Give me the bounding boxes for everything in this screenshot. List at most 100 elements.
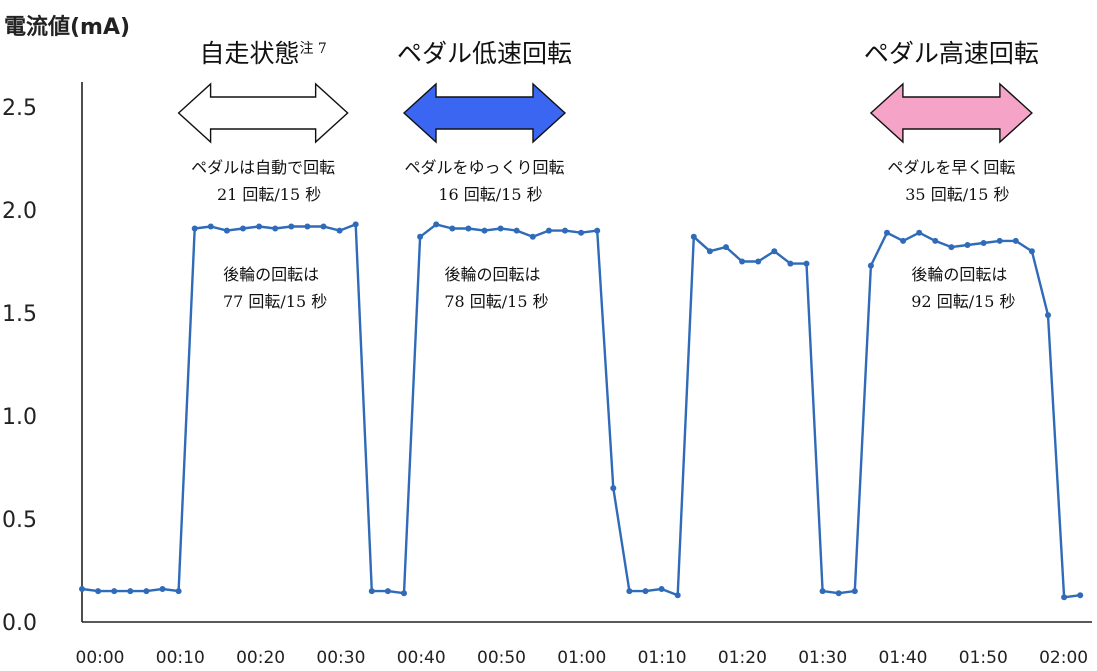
phase-arrow (869, 82, 1033, 144)
phase-note-wheel-rate: 77 回転/15 秒 (223, 292, 327, 311)
x-tick-label: 01:00 (557, 648, 606, 668)
data-point (336, 227, 343, 234)
phase-title-text: 自走状態 (199, 39, 299, 68)
data-point (739, 258, 746, 265)
y-tick-label: 2.0 (2, 199, 37, 224)
x-tick-label: 01:20 (718, 648, 767, 668)
data-point (819, 588, 826, 595)
data-point (626, 588, 633, 595)
data-point (352, 221, 359, 228)
data-point (723, 244, 729, 251)
phase-note-wheel: 後輪の回転は (444, 265, 540, 284)
phase-note-pedal-rate: 21 回転/15 秒 (217, 185, 321, 204)
x-tick-label: 00:10 (156, 648, 205, 668)
phase-title-note-ref: 注 7 (299, 41, 326, 57)
data-point (288, 223, 295, 230)
data-point (368, 588, 375, 595)
data-point (256, 223, 263, 230)
phase-note-wheel-rate: 92 回転/15 秒 (911, 292, 1015, 311)
data-point (1077, 592, 1084, 599)
data-point (240, 225, 246, 232)
data-point (771, 248, 778, 255)
data-point (143, 588, 150, 595)
data-point (481, 227, 488, 234)
y-tick-label: 0.5 (2, 508, 37, 533)
data-point (497, 225, 504, 232)
data-point (1028, 248, 1035, 255)
data-point (417, 233, 424, 240)
phase-note-pedal: ペダルは自動で回転 (191, 158, 335, 177)
data-point (223, 227, 230, 234)
data-point (932, 237, 939, 244)
x-tick-labels: 00:00 00:10 00:20 00:30 00:40 00:50 01:00 01:10… (76, 648, 1089, 668)
phase-arrow (402, 82, 567, 144)
data-point (320, 223, 327, 230)
data-point (111, 588, 118, 595)
data-point (948, 244, 955, 251)
data-point (127, 588, 134, 595)
data-point (529, 233, 536, 240)
phase-note-wheel-rate: 78 回転/15 秒 (444, 292, 548, 311)
x-tick-label: 00:50 (477, 648, 526, 668)
data-point (384, 588, 391, 595)
y-tick-label: 2.5 (2, 96, 37, 121)
x-tick-label: 00:20 (236, 648, 285, 668)
phase-note-pedal-rate: 16 回転/15 秒 (438, 185, 542, 204)
phase-note-pedal-rate: 35 回転/15 秒 (905, 185, 1009, 204)
data-point (545, 227, 552, 234)
x-tick-label: 00:00 (76, 648, 125, 668)
data-point (755, 258, 762, 265)
data-point (272, 225, 279, 232)
data-point (79, 586, 85, 592)
data-point (690, 233, 697, 240)
data-point (191, 225, 198, 232)
data-point (916, 229, 923, 236)
data-point (433, 221, 440, 228)
y-tick-label: 0.0 (2, 611, 37, 636)
series-points (79, 221, 1084, 601)
data-point (674, 592, 681, 599)
phase-note-wheel: 後輪の回転は (223, 265, 319, 284)
phase-title-text: ペダル低速回転 (397, 39, 572, 68)
x-tick-label: 01:10 (638, 648, 687, 668)
y-axis-label: 電流値(mA) (4, 14, 130, 40)
data-point (95, 588, 102, 595)
data-point (1061, 594, 1068, 601)
data-point (642, 588, 649, 595)
data-point (851, 588, 858, 595)
data-point (401, 590, 407, 597)
data-point (175, 588, 182, 595)
x-tick-label: 00:30 (316, 648, 365, 668)
data-point (578, 229, 585, 236)
y-tick-label: 1.0 (2, 405, 37, 430)
x-tick-label: 01:50 (959, 648, 1008, 668)
data-point (1045, 312, 1051, 319)
data-point (835, 590, 842, 597)
data-point (787, 260, 794, 267)
x-tick-label: 00:40 (397, 648, 446, 668)
data-point (996, 237, 1003, 244)
data-point (980, 240, 987, 246)
phase-title-text: ペダル高速回転 (864, 39, 1039, 68)
phase-title: ペダル低速回転 (397, 39, 572, 68)
data-point (513, 227, 520, 234)
data-point (803, 260, 810, 267)
x-tick-label: 01:30 (798, 648, 847, 668)
data-point (159, 586, 166, 592)
phase-note-pedal: ペダルをゆっくり回転 (404, 158, 564, 177)
data-point (706, 248, 713, 255)
data-point (964, 242, 971, 248)
data-point (658, 586, 665, 592)
data-point (1012, 237, 1019, 244)
data-point (867, 262, 874, 269)
phase-title: 自走状態注 7 (199, 39, 326, 68)
phase-arrow (177, 82, 349, 144)
y-tick-labels: 0.0 0.5 1.0 1.5 2.0 2.5 (2, 96, 37, 636)
data-point (465, 225, 472, 232)
data-point (884, 229, 890, 236)
x-tick-label: 01:40 (879, 648, 928, 668)
data-point (610, 485, 617, 492)
data-point (900, 237, 907, 244)
